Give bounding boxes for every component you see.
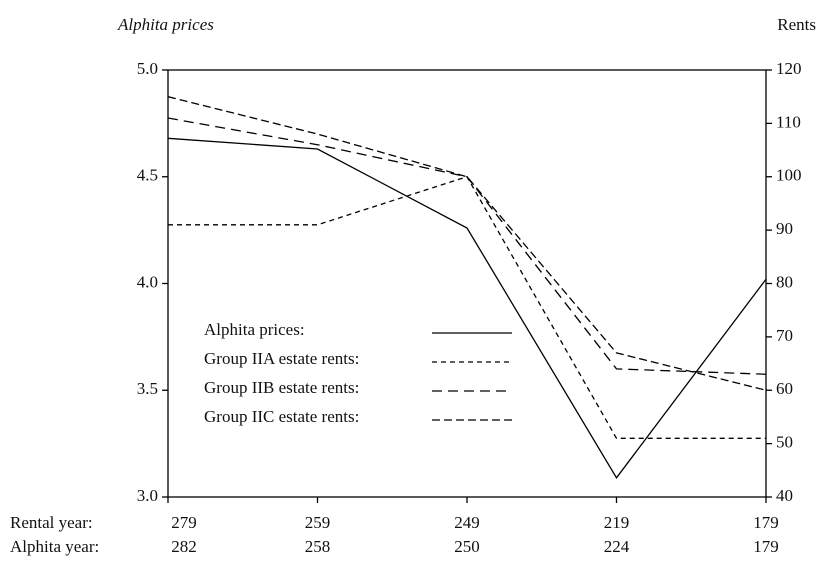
legend-label: Group IIC estate rents: [204, 407, 359, 426]
x-tick-label: 279 [171, 513, 197, 532]
y-tick-label: 4.0 [137, 272, 158, 291]
x-tick-label: 219 [604, 513, 630, 532]
row-label: Rental year: [10, 513, 93, 532]
y-axis-label: Alphita prices [117, 15, 214, 34]
y2-tick-label: 110 [776, 112, 801, 131]
x-tick-label: 224 [604, 537, 630, 556]
legend-label: Group IIA estate rents: [204, 349, 359, 368]
y2-tick-label: 80 [776, 272, 793, 291]
plot-frame [167, 69, 767, 498]
legend-label: Group IIB estate rents: [204, 378, 359, 397]
x-tick-label: 249 [454, 513, 480, 532]
row-label: Alphita year: [10, 537, 99, 556]
y2-tick-label: 100 [776, 166, 802, 185]
y2-tick-label: 40 [776, 486, 793, 505]
y2-axis-label: Rents [777, 15, 816, 34]
x-tick-label: 179 [753, 513, 779, 532]
series-line [167, 117, 767, 375]
y2-tick-label: 60 [776, 379, 793, 398]
y-tick-label: 5.0 [137, 59, 158, 78]
x-tick-label: 259 [305, 513, 331, 532]
x-tick-label: 250 [454, 537, 480, 556]
series-line [167, 137, 767, 479]
y2-tick-label: 50 [776, 433, 793, 452]
y-tick-label: 3.0 [137, 486, 158, 505]
y-tick-label: 3.5 [137, 379, 158, 398]
y-tick-label: 4.5 [137, 166, 158, 185]
x-tick-label: 258 [305, 537, 331, 556]
y2-tick-label: 70 [776, 326, 793, 345]
legend-label: Alphita prices: [204, 320, 305, 339]
x-tick-label: 282 [171, 537, 197, 556]
series-line [167, 96, 767, 391]
x-tick-label: 179 [753, 537, 779, 556]
y2-tick-label: 120 [776, 59, 802, 78]
y2-tick-label: 90 [776, 219, 793, 238]
